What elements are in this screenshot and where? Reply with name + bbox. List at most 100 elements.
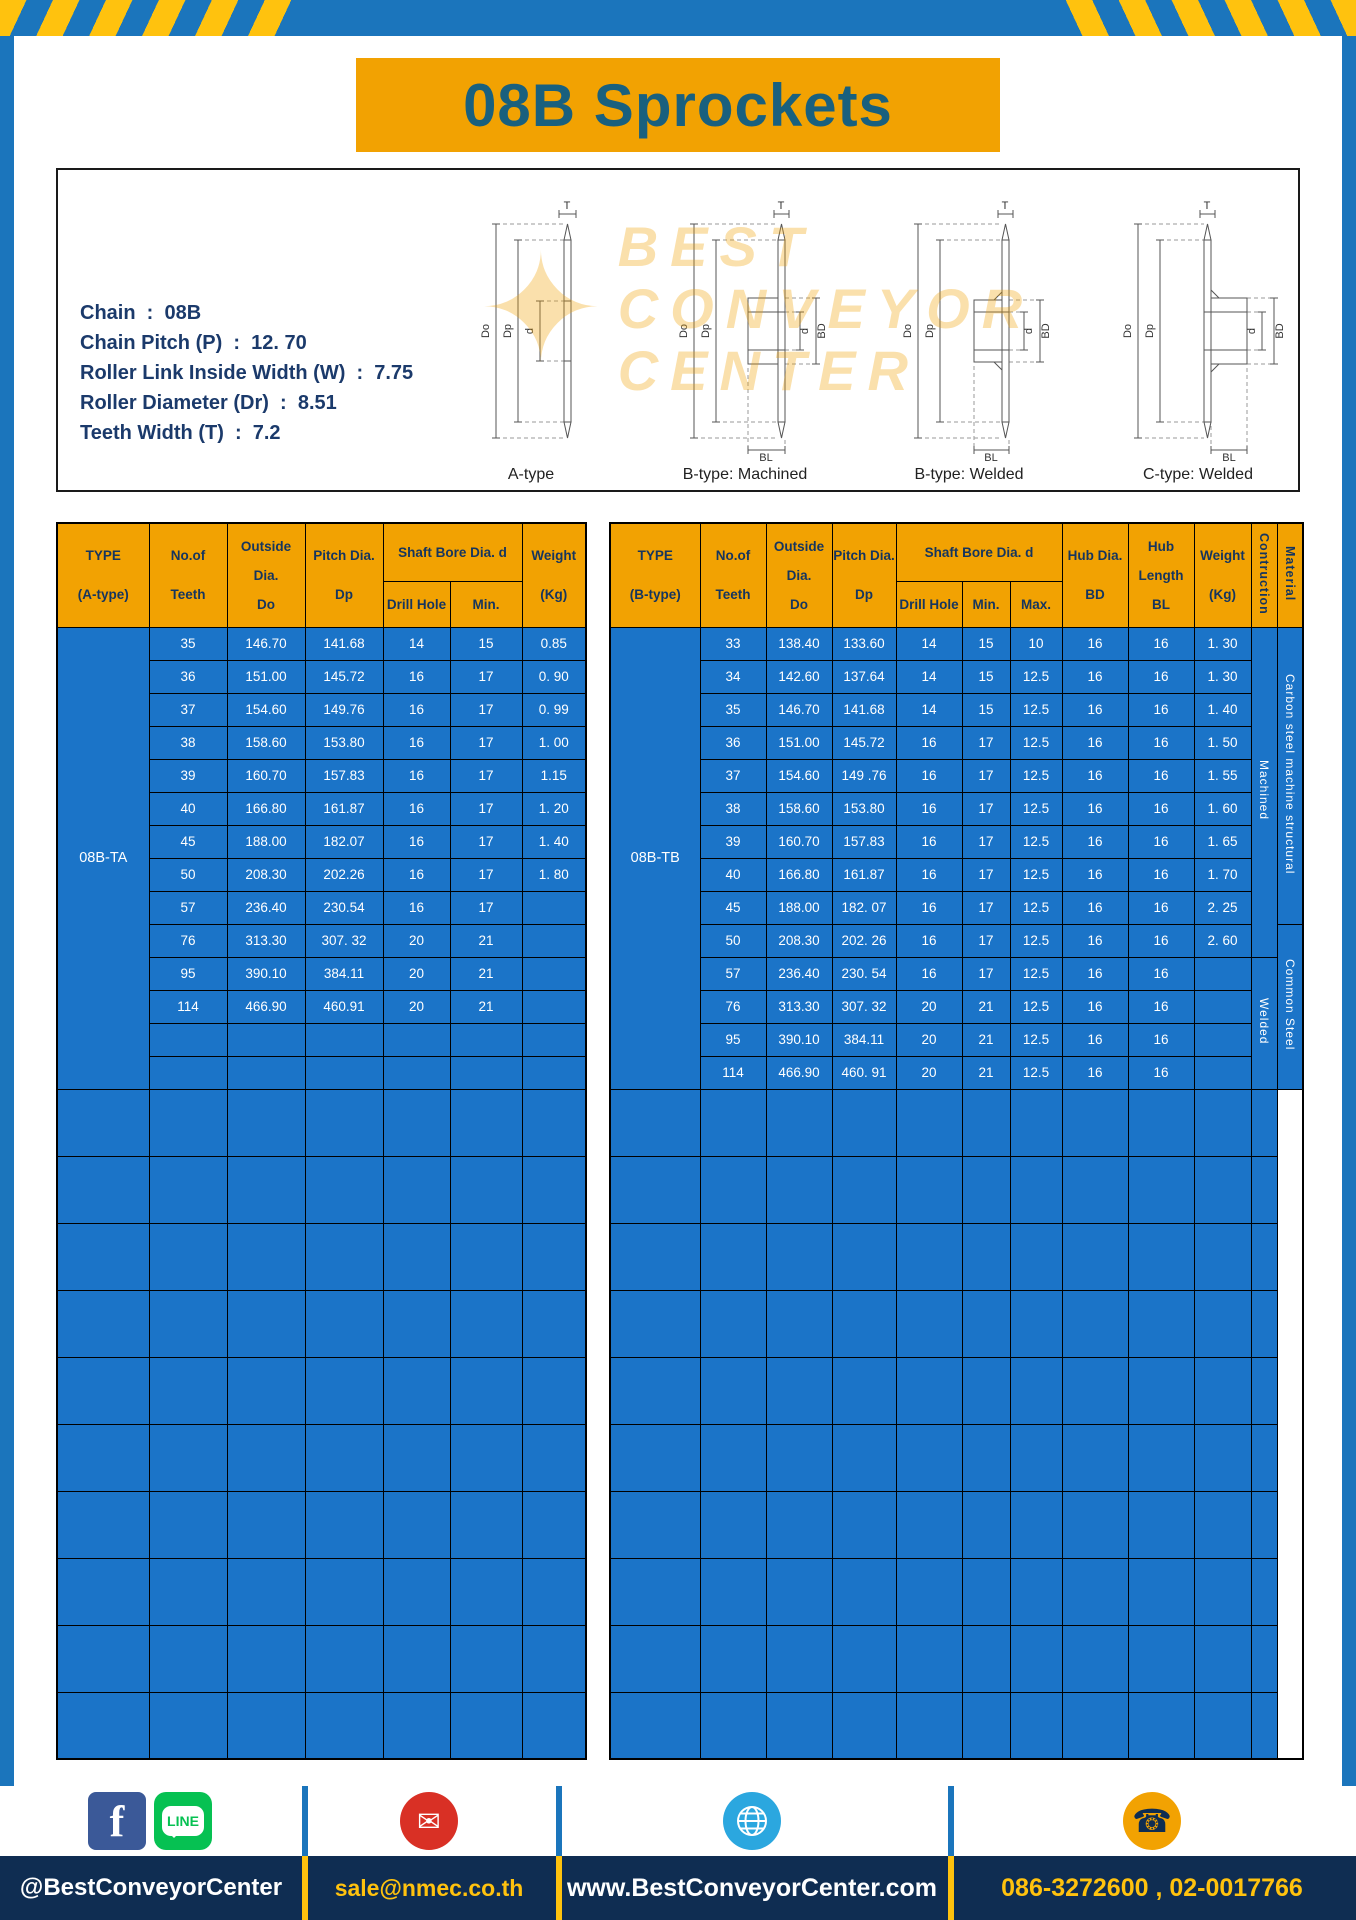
spec-box: ✦ BEST CONVEYOR CENTER Chain : 08B Chain… (56, 168, 1300, 492)
dim-label-t: T (1002, 200, 1009, 212)
table-cell: 16 (1127, 1055, 1195, 1090)
table-cell: 137.64 (831, 659, 897, 694)
sprocket-diagrams: T Do Dp d A-type T Do (456, 182, 1288, 484)
table-cell: 17 (449, 758, 523, 793)
table-cell (449, 1691, 523, 1760)
table-cell (1061, 1088, 1129, 1157)
table-cell: 20 (382, 923, 451, 958)
table-cell (895, 1423, 963, 1492)
col-header-weight: Weight (Kg) (521, 522, 587, 628)
table-cell: 154.60 (226, 692, 306, 727)
spec-line-chain: Chain : 08B (80, 302, 202, 324)
diagram-caption: A-type (507, 466, 555, 483)
table-cell: 16 (1127, 989, 1195, 1024)
table-cell (1061, 1289, 1129, 1358)
table-cell: 16 (1127, 692, 1195, 727)
table-cell: 182. 07 (831, 890, 897, 925)
table-row: 34 142.60 137.64 14 15 12.5 16 16 1. 30 (610, 659, 1303, 694)
table-cell (1193, 1356, 1252, 1425)
table-cell (699, 1356, 767, 1425)
empty-table-row (609, 1557, 1303, 1626)
table-cell: 466.90 (765, 1055, 833, 1090)
table-cell: 12.5 (1009, 890, 1063, 925)
table-cell: 307. 32 (304, 923, 384, 958)
table-cell: 1. 65 (1193, 824, 1252, 859)
table-cell (148, 1423, 228, 1492)
table-cell (226, 1691, 306, 1760)
table-cell: 35 (699, 692, 767, 727)
table-row: 08B-TA 35 146.70 141.68 14 15 0.85 (56, 626, 587, 1090)
table-span-cell: Carbon steel machine structural (1276, 626, 1304, 925)
table-cell: 21 (961, 1022, 1011, 1057)
table-cell (1193, 1055, 1252, 1090)
table-cell (304, 1222, 384, 1291)
phone-numbers[interactable]: 086-3272600 , 02-0017766 (1001, 1873, 1303, 1902)
table-cell: 142.60 (765, 659, 833, 694)
empty-table-row (56, 1691, 587, 1760)
table-cell (382, 1055, 451, 1090)
dim-label-dp: Dp (924, 324, 936, 338)
table-span-cell: Common Steel (1276, 923, 1304, 1090)
table-cell: 146.70 (226, 626, 306, 661)
table-cell: 230.54 (304, 890, 384, 925)
table-cell (521, 1557, 587, 1626)
table-cell: 45 (148, 824, 228, 859)
table-cell: 21 (449, 989, 523, 1024)
table-cell (521, 923, 587, 958)
table-cell (1127, 1289, 1195, 1358)
globe-icon[interactable] (723, 1792, 781, 1850)
table-span-cell: Welded (1250, 956, 1278, 1090)
table-cell: 1. 20 (521, 791, 587, 826)
table-cell (831, 1222, 897, 1291)
line-icon[interactable]: LINE (154, 1792, 212, 1850)
email-address[interactable]: sale@nmec.co.th (334, 1874, 524, 1901)
title-banner: 08B Sprockets (356, 58, 1000, 152)
table-cell (148, 1055, 228, 1090)
table-cell: 12.5 (1009, 923, 1063, 958)
table-cell (226, 1289, 306, 1358)
table-cell (765, 1557, 833, 1626)
table-cell: 12.5 (1009, 857, 1063, 892)
table-cell: 230. 54 (831, 956, 897, 991)
table-cell (895, 1624, 963, 1693)
table-cell: 16 (1127, 824, 1195, 859)
table-cell (831, 1557, 897, 1626)
table-cell (382, 1222, 451, 1291)
col-header-type: TYPE (A-type) (56, 522, 150, 628)
table-cell (148, 1691, 228, 1760)
table-cell (961, 1155, 1011, 1224)
table-cell: 12.5 (1009, 1055, 1063, 1090)
table-cell (382, 1624, 451, 1693)
mail-icon[interactable]: ✉ (400, 1792, 458, 1850)
table-cell: 153.80 (831, 791, 897, 826)
table-cell: 16 (1127, 857, 1195, 892)
table-cell: 151.00 (226, 659, 306, 694)
dim-label-bl: BL (984, 452, 997, 462)
facebook-f-glyph: f (109, 1796, 125, 1846)
table-cell: 384.11 (304, 956, 384, 991)
c-type-welded-drawing-icon: T Do Dp d BD BL (1122, 200, 1286, 462)
table-cell (382, 1691, 451, 1760)
table-cell (521, 1155, 587, 1224)
website-url[interactable]: www.BestConveyorCenter.com (566, 1873, 937, 1902)
table-cell (449, 1557, 523, 1626)
table-cell (1009, 1423, 1063, 1492)
table-row (57, 1055, 587, 1090)
facebook-handle[interactable]: @BestConveyorCenter (19, 1874, 283, 1901)
table-cell (304, 1624, 384, 1693)
facebook-icon[interactable]: f (88, 1792, 146, 1850)
table-cell (699, 1088, 767, 1157)
table-cell: 16 (1127, 626, 1195, 661)
table-cell (699, 1490, 767, 1559)
table-cell (304, 1289, 384, 1358)
table-row: 40 166.80 161.87 16 17 1. 20 (57, 791, 587, 826)
table-cell: 15 (961, 659, 1011, 694)
table-cell (382, 1423, 451, 1492)
table-cell: 460. 91 (831, 1055, 897, 1090)
table-cell (765, 1691, 833, 1760)
table-cell (699, 1557, 767, 1626)
table-cell (765, 1088, 833, 1157)
table-cell (1250, 1356, 1278, 1425)
phone-icon[interactable]: ☎ (1123, 1792, 1181, 1850)
table-cell (226, 1423, 306, 1492)
